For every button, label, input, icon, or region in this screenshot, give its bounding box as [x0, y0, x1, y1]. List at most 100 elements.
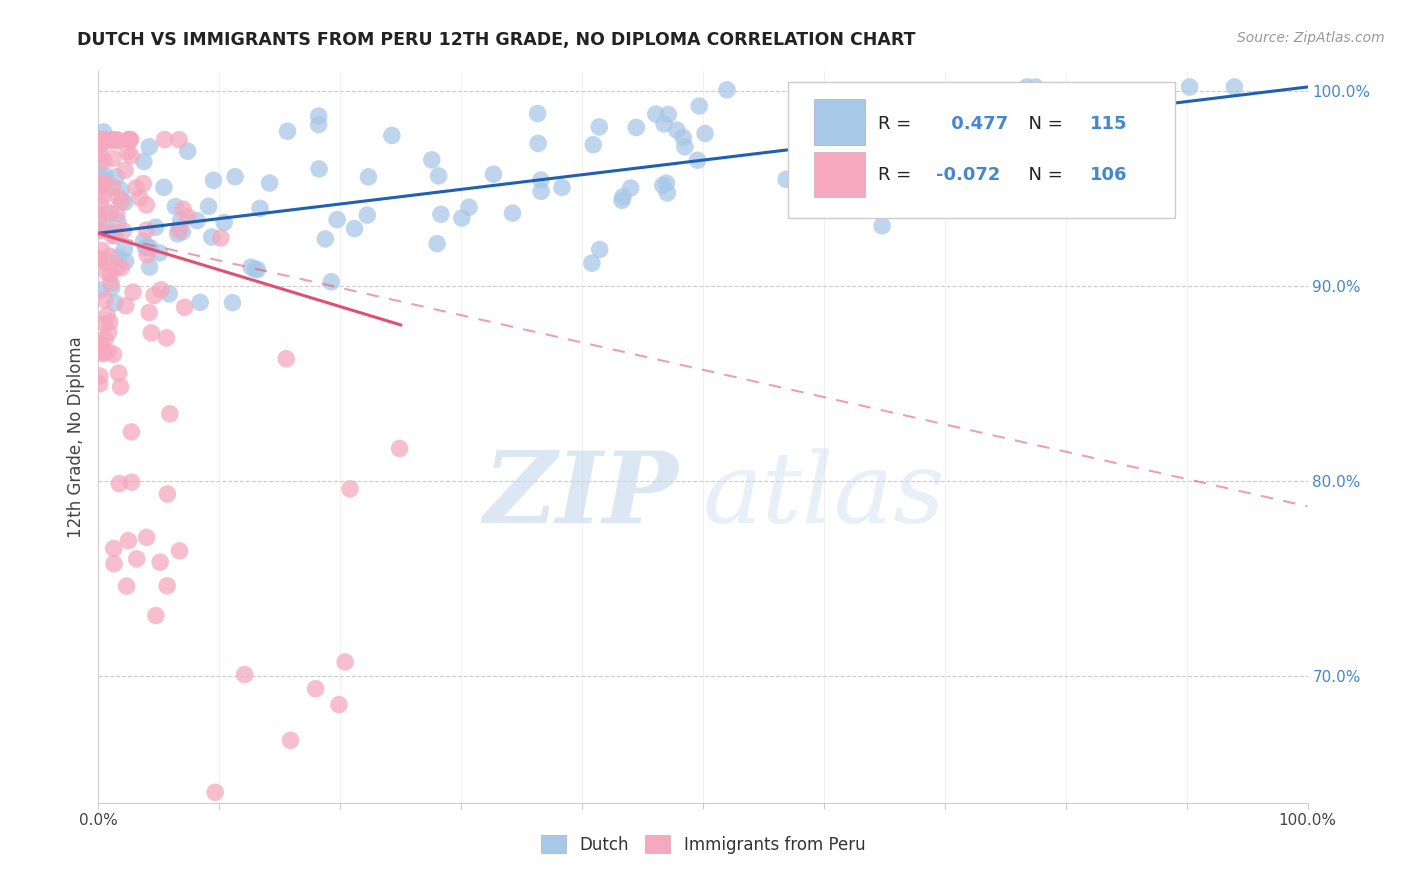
Point — [125, 552, 148, 566]
Point — [104, 228, 127, 243]
Point — [420, 153, 443, 167]
FancyBboxPatch shape — [814, 99, 865, 145]
Point — [339, 482, 361, 496]
Point — [100, 267, 122, 281]
Point — [90, 133, 112, 147]
Point — [644, 107, 666, 121]
Point — [156, 579, 179, 593]
Point — [101, 228, 124, 243]
Point — [103, 557, 125, 571]
Point — [101, 225, 124, 239]
Point — [979, 131, 1001, 145]
Y-axis label: 12th Grade, No Diploma: 12th Grade, No Diploma — [66, 336, 84, 538]
Point — [308, 109, 330, 123]
Point — [96, 266, 118, 280]
Point — [93, 254, 115, 268]
Point — [1223, 79, 1246, 94]
Point — [135, 198, 157, 212]
Point — [169, 543, 191, 558]
Point — [145, 220, 167, 235]
Point — [89, 336, 111, 351]
Point — [107, 190, 129, 204]
Point — [110, 183, 132, 197]
Point — [122, 285, 145, 300]
Point — [280, 733, 302, 747]
Point — [357, 169, 380, 184]
Point — [91, 178, 114, 193]
Point — [89, 155, 111, 169]
Point — [1024, 79, 1046, 94]
Point — [89, 224, 111, 238]
Point — [1114, 138, 1136, 153]
Point — [91, 347, 114, 361]
Point — [101, 280, 124, 294]
Point — [169, 223, 191, 237]
Point — [101, 133, 124, 147]
Point — [145, 608, 167, 623]
Point — [110, 194, 132, 209]
Point — [118, 133, 141, 147]
Point — [107, 366, 129, 380]
Point — [655, 176, 678, 190]
Point — [132, 154, 155, 169]
Text: -0.072: -0.072 — [936, 166, 1001, 185]
Point — [105, 133, 128, 147]
Point — [117, 145, 139, 159]
Point — [96, 180, 118, 194]
Point — [104, 296, 127, 310]
Point — [159, 407, 181, 421]
Point — [135, 241, 157, 255]
Point — [688, 99, 710, 113]
Point — [89, 252, 111, 266]
Point — [89, 211, 111, 225]
Point — [141, 326, 163, 340]
Point — [135, 530, 157, 544]
Point — [89, 175, 111, 189]
Point — [100, 206, 122, 220]
Point — [139, 241, 162, 255]
Point — [132, 177, 155, 191]
Point — [188, 295, 211, 310]
Point — [173, 300, 195, 314]
Point — [343, 221, 366, 235]
Point — [249, 202, 271, 216]
Point — [693, 127, 716, 141]
Point — [150, 283, 173, 297]
Point — [308, 161, 330, 176]
Point — [138, 140, 160, 154]
Point — [96, 134, 118, 148]
Point — [136, 240, 159, 254]
Point — [326, 212, 349, 227]
Point — [89, 252, 111, 267]
Point — [212, 215, 235, 229]
Point — [991, 113, 1014, 128]
Point — [277, 124, 299, 138]
Point — [93, 125, 115, 139]
Point — [105, 207, 128, 221]
Point — [155, 331, 177, 345]
Point — [530, 184, 553, 198]
Point — [328, 698, 350, 712]
Point — [426, 236, 449, 251]
Point — [716, 83, 738, 97]
Point — [93, 317, 115, 331]
Point — [89, 283, 111, 297]
Point — [224, 169, 246, 184]
Point — [153, 133, 176, 147]
Point — [202, 173, 225, 187]
Point — [530, 173, 553, 187]
Point — [120, 425, 142, 439]
Point — [111, 193, 134, 207]
Point — [89, 196, 111, 211]
Point — [98, 315, 121, 329]
Point — [118, 133, 141, 147]
Point — [172, 225, 194, 239]
Point — [209, 231, 232, 245]
Point — [91, 345, 114, 359]
Point — [89, 146, 111, 161]
Point — [112, 242, 135, 256]
FancyBboxPatch shape — [787, 82, 1174, 218]
Point — [450, 211, 472, 225]
Point — [89, 137, 111, 152]
Point — [114, 163, 136, 178]
